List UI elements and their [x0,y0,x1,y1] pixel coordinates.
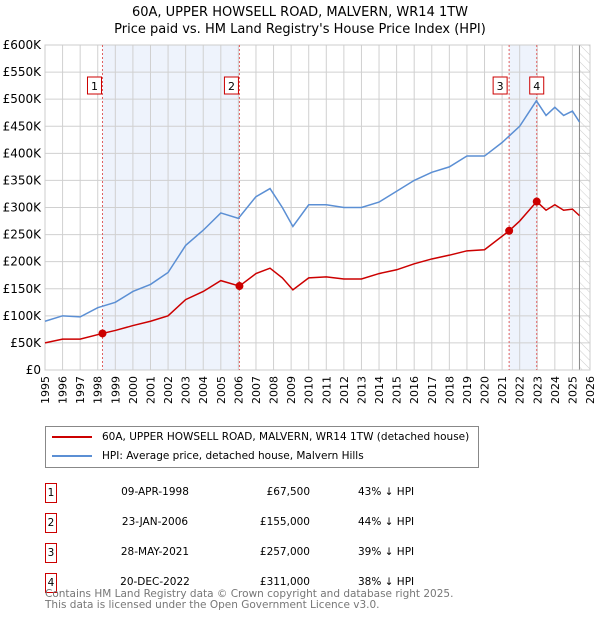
x-tick-label: 2006 [232,376,245,404]
x-tick-label: 2013 [355,376,368,404]
y-tick-label: £50K [10,336,42,350]
sale-price: £67,500 [266,486,310,498]
sale-label: 4 [533,80,540,93]
x-tick-label: 1999 [109,376,122,404]
chart-subtitle: Price paid vs. HM Land Registry's House … [114,22,486,37]
x-tick-label: 1998 [92,376,105,404]
sale-hpi-diff: 38% ↓ HPI [358,576,415,588]
y-tick-label: £0 [26,363,41,377]
sale-hpi-diff: 39% ↓ HPI [358,546,415,558]
y-tick-label: £200K [3,255,43,269]
x-tick-label: 2025 [566,376,579,404]
y-tick-label: £400K [3,146,43,160]
x-tick-label: 2021 [496,376,509,404]
x-tick-label: 2000 [127,376,140,404]
x-tick-label: 2010 [303,376,316,404]
sale-hpi-diff: 43% ↓ HPI [358,486,415,498]
y-tick-label: £450K [3,119,43,133]
sale-label-box [492,76,508,95]
sale-marker-number: 2 [45,513,57,533]
sale-row: 1 09-APR-1998 £67,500 43% ↓ HPI [45,483,445,503]
sale-marker-number: 1 [45,483,57,503]
x-tick-label: 2026 [584,376,597,404]
x-tick-label: 2011 [320,376,333,404]
hpi-line [44,99,581,322]
x-tick-label: 2008 [268,376,281,404]
y-tick-label: £500K [3,92,43,106]
x-tick-label: 2003 [180,376,193,404]
x-tick-label: 2004 [197,376,210,404]
x-tick-label: 1997 [74,376,87,404]
x-tick-label: 2012 [338,376,351,404]
x-tick-label: 2024 [549,376,562,404]
x-tick-label: 1995 [39,376,52,404]
sale-marker-number: 4 [45,573,57,593]
price-chart: 1995 1996 1997 1998 1999 2000 2001 2002 2003 2004… [3,38,597,404]
x-tick-label: 2022 [514,376,527,404]
sale-date: 20-DEC-2022 [120,576,190,588]
sale-label: 2 [228,80,235,93]
sale-point [505,226,514,235]
x-tick-label: 2016 [408,376,421,404]
sale-label: 1 [91,80,98,93]
x-tick-label: 2023 [531,376,544,404]
sale-price: £155,000 [259,516,310,528]
y-tick-label: £350K [3,173,43,187]
x-tick-label: 2002 [162,376,175,404]
x-tick-label: 2020 [479,376,492,404]
x-tick-label: 1996 [57,376,70,404]
x-tick-label: 2019 [461,376,474,404]
sale-point [532,197,541,206]
sale-row: 2 23-JAN-2006 £155,000 44% ↓ HPI [45,513,445,533]
sale-date: 28-MAY-2021 [120,546,190,558]
legend-blue-line [52,455,92,457]
x-tick-label: 2015 [391,376,404,404]
sale-point [235,282,244,291]
sale-price: £257,000 [259,546,310,558]
sale-date: 09-APR-1998 [121,486,189,498]
sale-price: £311,000 [259,576,310,588]
sale-row: 3 28-MAY-2021 £257,000 39% ↓ HPI [45,543,445,563]
y-tick-label: £250K [3,228,43,242]
y-tick-label: £100K [3,309,43,323]
footer-line-1: Contains HM Land Registry data © Crown c… [45,588,454,600]
x-tick-label: 2014 [373,376,386,404]
footer-line-2: This data is licensed under the Open Gov… [45,599,380,611]
y-tick-label: £300K [3,201,43,215]
sale-label-box [86,76,102,95]
legend: 60A, UPPER HOWSELL ROAD, MALVERN, WR14 1… [45,426,479,468]
y-tick-label: £550K [3,65,43,79]
plot-border [44,44,591,371]
property-price-line [44,200,580,344]
x-tick-label: 2001 [144,376,157,404]
x-tick-label: 2009 [285,376,298,404]
sale-marker-number: 3 [45,543,57,563]
y-tick-label: £150K [3,282,43,296]
footer: Contains HM Land Registry data © Crown c… [45,589,453,611]
sale-date: 23-JAN-2006 [121,516,189,528]
legend-red-line [52,436,92,438]
chart-title: 60A, UPPER HOWSELL ROAD, MALVERN, WR14 1… [131,5,469,20]
y-tick-label: £600K [3,38,43,52]
legend-hpi: HPI: Average price, detached house, Malv… [102,450,364,462]
x-tick-label: 2005 [215,376,228,404]
legend-property: 60A, UPPER HOWSELL ROAD, MALVERN, WR14 1… [102,431,470,443]
x-tick-label: 2007 [250,376,263,404]
sale-hpi-diff: 44% ↓ HPI [358,516,415,528]
sale-label: 3 [497,80,504,93]
x-tick-label: 2018 [443,376,456,404]
sale-label-box [529,76,545,95]
x-tick-label: 2017 [426,376,439,404]
sale-label-box [223,76,239,95]
sale-row: 4 20-DEC-2022 £311,000 38% ↓ HPI [45,573,445,593]
sale-point [98,329,107,338]
